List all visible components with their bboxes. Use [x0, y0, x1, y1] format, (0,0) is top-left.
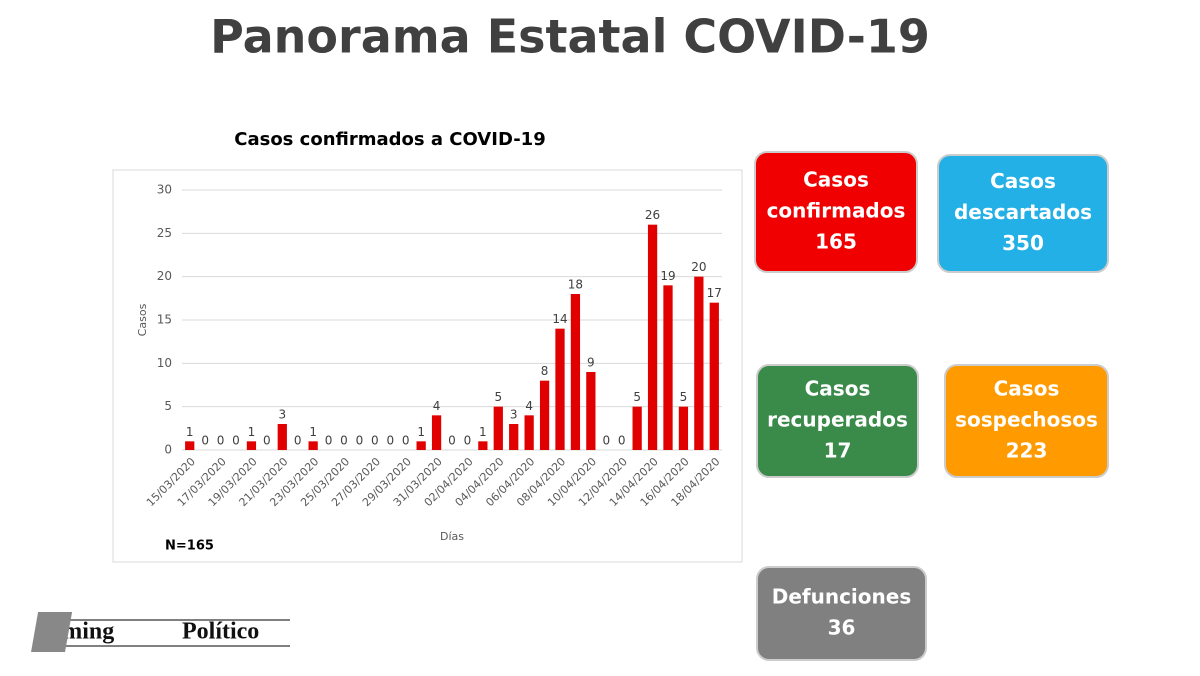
- slide-title: Panorama Estatal COVID-19: [210, 10, 930, 64]
- bar: [308, 441, 318, 450]
- bar: [246, 441, 257, 450]
- y-tick-label: 30: [157, 183, 172, 197]
- data-label: 5: [633, 390, 641, 404]
- stat-box: [754, 151, 918, 273]
- data-label: 0: [325, 434, 333, 448]
- stat-label: recuperados: [767, 408, 908, 432]
- stat-box: [756, 566, 927, 661]
- data-label: 0: [340, 434, 348, 448]
- data-label: 5: [494, 390, 502, 404]
- stat-value: 36: [828, 616, 856, 640]
- stat-label: descartados: [954, 200, 1092, 224]
- data-label: 1: [248, 425, 256, 439]
- stat-box: [944, 364, 1109, 478]
- data-label: 0: [618, 434, 626, 448]
- data-label: 0: [263, 434, 271, 448]
- data-label: 0: [402, 434, 410, 448]
- y-tick-label: 25: [157, 226, 172, 240]
- bar: [678, 406, 689, 450]
- y-axis-label: Casos: [136, 303, 149, 336]
- stat-label: sospechosos: [955, 408, 1098, 432]
- data-label: 0: [294, 434, 302, 448]
- data-label: 1: [479, 425, 487, 439]
- data-label: 4: [433, 399, 441, 413]
- logo: Timing Político: [31, 612, 290, 652]
- note: N=165: [165, 539, 214, 554]
- data-label: 0: [217, 434, 225, 448]
- data-label: 0: [602, 434, 610, 448]
- stat-label: confirmados: [767, 199, 906, 223]
- chart-title: Casos confirmados a COVID-19: [234, 129, 545, 150]
- logo-right: Político: [182, 619, 259, 645]
- stat-box: [756, 364, 919, 478]
- x-axis-label: Días: [440, 530, 464, 543]
- data-label: 3: [510, 408, 518, 422]
- bar: [416, 441, 426, 450]
- data-label: 17: [707, 286, 722, 300]
- bar: [539, 380, 550, 450]
- data-label: 0: [201, 434, 209, 448]
- data-label: 0: [448, 434, 456, 448]
- stat-box: [937, 154, 1109, 273]
- bar: [586, 372, 596, 450]
- data-label: 5: [680, 390, 688, 404]
- data-label: 0: [386, 434, 394, 448]
- stat-value: 350: [1002, 231, 1044, 255]
- data-label: 1: [186, 425, 194, 439]
- y-tick-label: 5: [164, 399, 172, 413]
- stat-label: Casos: [994, 377, 1060, 401]
- data-label: 0: [464, 434, 472, 448]
- y-tick-label: 10: [157, 356, 172, 370]
- chart-frame: [112, 169, 743, 563]
- data-label: 1: [417, 425, 425, 439]
- bar: [431, 415, 442, 450]
- data-label: 0: [356, 434, 364, 448]
- bar: [663, 285, 673, 450]
- data-label: 9: [587, 356, 595, 370]
- y-tick-label: 20: [157, 269, 172, 283]
- data-label: 4: [525, 399, 533, 413]
- bar: [493, 406, 503, 450]
- stat-label: Casos: [990, 169, 1056, 193]
- bar: [555, 328, 565, 450]
- data-label: 19: [660, 269, 675, 283]
- data-label: 14: [552, 312, 567, 326]
- logo-icon: [31, 612, 73, 652]
- data-label: 1: [309, 425, 317, 439]
- stat-label: Casos: [805, 377, 871, 401]
- stat-value: 223: [1006, 439, 1048, 463]
- data-label: 0: [371, 434, 379, 448]
- data-label: 20: [691, 260, 706, 274]
- bar: [570, 294, 581, 450]
- data-label: 0: [232, 434, 240, 448]
- data-label: 26: [645, 208, 660, 222]
- stat-label: Casos: [803, 168, 869, 192]
- stat-value: 17: [824, 439, 852, 463]
- data-label: 8: [541, 364, 549, 378]
- data-label: 18: [568, 278, 583, 292]
- bar: [647, 224, 658, 450]
- bar: [478, 441, 488, 450]
- data-label: 3: [278, 408, 286, 422]
- y-tick-label: 15: [157, 313, 172, 327]
- bar: [632, 406, 642, 450]
- y-tick-label: 0: [164, 443, 172, 457]
- bar: [709, 302, 719, 450]
- bar: [694, 276, 704, 450]
- bar: [524, 415, 534, 450]
- stat-label: Defunciones: [772, 585, 912, 609]
- stat-value: 165: [815, 230, 857, 254]
- bar: [185, 441, 195, 450]
- bar: [277, 424, 287, 450]
- bar: [509, 424, 519, 450]
